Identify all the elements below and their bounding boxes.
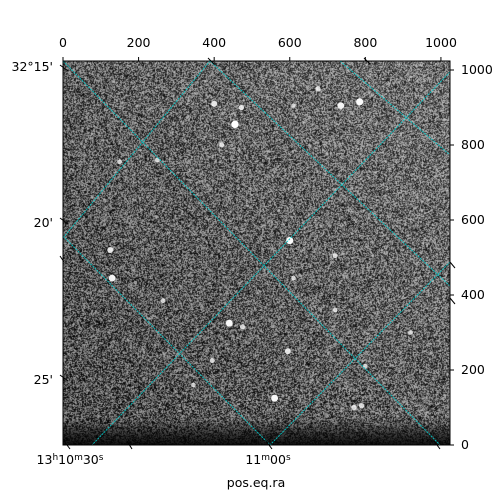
x-axis-label: pos.eq.ra bbox=[227, 475, 285, 490]
world-tick bbox=[363, 57, 371, 65]
top-tick-label: 1000 bbox=[425, 35, 457, 50]
ra-tick-label: 11m00s bbox=[245, 452, 291, 467]
star-point bbox=[332, 307, 338, 313]
star-point bbox=[117, 159, 123, 165]
right-tick-label: 400 bbox=[461, 287, 485, 302]
star-point bbox=[332, 253, 338, 259]
ra-tick-label: 13h10m30s bbox=[37, 452, 104, 467]
star-point bbox=[315, 86, 321, 92]
star-point bbox=[284, 348, 291, 355]
grid-line bbox=[91, 71, 450, 445]
world-tick bbox=[207, 57, 215, 65]
right-tick-label: 200 bbox=[461, 362, 485, 377]
star-point bbox=[240, 324, 246, 330]
grid-line bbox=[269, 261, 450, 445]
right-pixel-axis: 0 200 400 600 800 1000 bbox=[461, 62, 493, 452]
star-point bbox=[408, 330, 414, 335]
world-tick bbox=[433, 440, 441, 450]
top-tick-label: 800 bbox=[353, 35, 377, 50]
world-tick bbox=[59, 64, 69, 72]
world-tick bbox=[59, 374, 69, 382]
world-tick bbox=[59, 255, 65, 263]
world-tick bbox=[449, 297, 456, 305]
star-point bbox=[107, 247, 114, 253]
right-tick-label: 0 bbox=[461, 437, 469, 452]
star-point bbox=[209, 358, 215, 364]
star-point bbox=[358, 403, 365, 409]
top-tick-label: 200 bbox=[127, 35, 151, 50]
top-pixel-axis: 0 200 400 600 800 1000 bbox=[59, 35, 457, 50]
star-point bbox=[291, 103, 296, 108]
star-point bbox=[211, 100, 218, 107]
ra-axis: 13h10m30s 11m00s 13h10m30s 11m00s bbox=[37, 452, 291, 467]
star-point bbox=[160, 298, 166, 304]
right-tick-label: 1000 bbox=[461, 62, 493, 77]
star-point bbox=[291, 275, 296, 281]
world-tick bbox=[63, 440, 71, 450]
plot-frame bbox=[62, 60, 451, 446]
dec-tick-label: 32°15' bbox=[12, 59, 54, 74]
star-point bbox=[286, 237, 294, 245]
noise-background bbox=[63, 61, 450, 445]
top-tick-label: 600 bbox=[278, 35, 302, 50]
star-point bbox=[231, 120, 239, 129]
star-point bbox=[108, 274, 116, 282]
grid-line bbox=[209, 61, 450, 287]
dec-tick-label: 25' bbox=[34, 372, 53, 387]
world-tick bbox=[126, 440, 133, 450]
grid-line bbox=[63, 61, 211, 239]
star-point bbox=[351, 404, 357, 411]
dec-axis: 32°15' 20' 25' bbox=[12, 59, 54, 387]
star-point bbox=[238, 104, 245, 111]
sky-image bbox=[63, 61, 450, 445]
dec-tick-label: 20' bbox=[34, 215, 53, 230]
world-tick bbox=[449, 261, 456, 269]
top-tick-label: 0 bbox=[59, 35, 67, 50]
star-point bbox=[271, 394, 279, 402]
top-tick-label: 400 bbox=[202, 35, 226, 50]
star-point bbox=[191, 382, 196, 388]
right-tick-label: 600 bbox=[461, 212, 485, 227]
right-tick-label: 800 bbox=[461, 137, 485, 152]
star-point bbox=[219, 142, 225, 148]
coordinate-grid bbox=[63, 61, 450, 445]
star-point bbox=[337, 102, 345, 109]
axis-ticks bbox=[59, 57, 456, 450]
grid-line bbox=[63, 61, 441, 445]
grid-line bbox=[63, 235, 271, 445]
grid-line bbox=[339, 61, 450, 156]
world-tick bbox=[265, 440, 273, 450]
world-tick bbox=[59, 217, 69, 225]
star-point bbox=[356, 98, 364, 106]
star-point bbox=[225, 319, 233, 327]
